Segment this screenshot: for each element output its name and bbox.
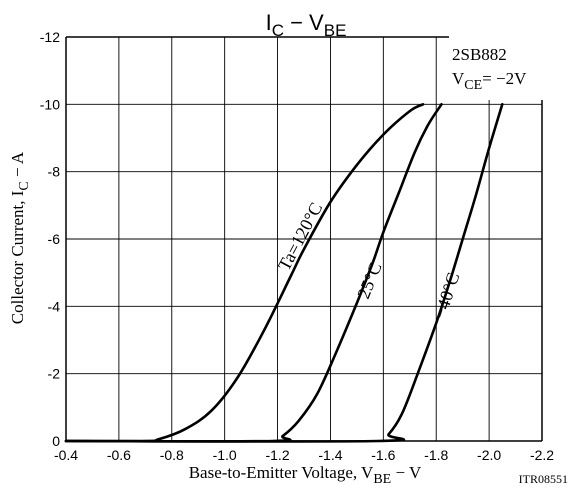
y-tick-label: 0 bbox=[52, 433, 60, 449]
y-tick-label: -8 bbox=[48, 164, 61, 180]
y-tick-labels: 0 -2 -4 -6 -8 -10 -12 bbox=[40, 29, 60, 449]
x-tick-label: -1.2 bbox=[265, 447, 289, 463]
x-tick-label: -2.2 bbox=[530, 447, 554, 463]
x-tick-label: -1.8 bbox=[424, 447, 448, 463]
x-tick-label: -1.0 bbox=[213, 447, 237, 463]
x-tick-labels: -0.4 -0.6 -0.8 -1.0 -1.2 -1.4 -1.6 -1.8 -2.0 -2.2 bbox=[54, 447, 554, 463]
curves bbox=[64, 103, 504, 443]
y-tick-label: -10 bbox=[40, 96, 60, 112]
vce-condition: VCE= −2V bbox=[452, 69, 527, 93]
x-tick-label: -0.4 bbox=[54, 447, 78, 463]
y-tick-label: -12 bbox=[40, 29, 60, 45]
y-tick-label: -4 bbox=[48, 298, 61, 314]
x-tick-label: -1.4 bbox=[318, 447, 342, 463]
x-tick-label: -2.0 bbox=[477, 447, 501, 463]
y-tick-label: -2 bbox=[48, 366, 61, 382]
x-tick-label: -1.6 bbox=[371, 447, 395, 463]
x-axis-label: Base-to-Emitter Voltage, VBE − V bbox=[189, 463, 422, 487]
chart-title: IC − VBE bbox=[266, 10, 347, 40]
device-name: 2SB882 bbox=[452, 45, 507, 64]
series-line-0 bbox=[64, 103, 425, 443]
series-line-1 bbox=[64, 103, 443, 443]
figure-code: ITR08551 bbox=[519, 472, 568, 486]
x-tick-label: -0.6 bbox=[107, 447, 131, 463]
x-tick-label: -0.8 bbox=[160, 447, 184, 463]
y-tick-label: -6 bbox=[48, 231, 61, 247]
condition-box bbox=[449, 36, 557, 100]
grid bbox=[65, 36, 543, 442]
series-line-2 bbox=[64, 103, 504, 443]
y-axis-label: Collector Current, IC − A bbox=[8, 151, 32, 324]
